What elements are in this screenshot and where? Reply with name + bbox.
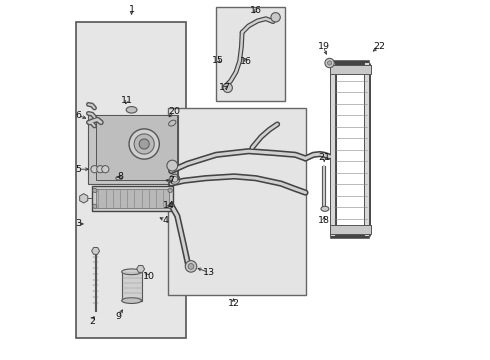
- Ellipse shape: [116, 176, 122, 180]
- Text: 2: 2: [89, 317, 95, 326]
- Text: 16: 16: [250, 6, 262, 15]
- Text: 7: 7: [168, 176, 174, 185]
- Text: 1: 1: [128, 5, 135, 14]
- Bar: [76, 22, 186, 338]
- Circle shape: [102, 166, 109, 173]
- Circle shape: [223, 83, 232, 93]
- Text: 8: 8: [117, 172, 123, 181]
- Text: 12: 12: [227, 300, 240, 308]
- Circle shape: [168, 188, 172, 193]
- Bar: [330, 65, 371, 74]
- Text: 4: 4: [162, 216, 168, 225]
- Circle shape: [134, 134, 154, 154]
- Circle shape: [129, 129, 159, 159]
- Text: 3: 3: [75, 220, 82, 229]
- Bar: [216, 7, 285, 101]
- Text: 16: 16: [240, 57, 252, 66]
- Circle shape: [93, 204, 97, 208]
- Circle shape: [93, 188, 97, 193]
- Circle shape: [97, 166, 104, 173]
- Polygon shape: [88, 115, 178, 184]
- Bar: [168, 108, 306, 295]
- Text: 5: 5: [75, 165, 81, 174]
- Ellipse shape: [126, 107, 137, 113]
- Circle shape: [167, 160, 178, 171]
- Circle shape: [91, 166, 98, 173]
- Circle shape: [188, 264, 194, 269]
- Circle shape: [139, 139, 149, 149]
- Text: 9: 9: [115, 312, 122, 321]
- Text: 19: 19: [318, 42, 329, 51]
- Bar: [122, 272, 142, 301]
- Bar: [97, 189, 169, 208]
- Circle shape: [185, 261, 197, 272]
- Text: 22: 22: [373, 42, 385, 51]
- Circle shape: [168, 204, 172, 208]
- Ellipse shape: [122, 298, 142, 303]
- Ellipse shape: [169, 120, 176, 126]
- Text: 21: 21: [318, 153, 330, 162]
- Text: 18: 18: [318, 216, 330, 225]
- Bar: [330, 225, 371, 234]
- Text: 14: 14: [163, 201, 175, 210]
- Bar: [92, 186, 173, 211]
- Polygon shape: [96, 115, 176, 180]
- Circle shape: [271, 13, 280, 22]
- Circle shape: [327, 61, 332, 65]
- Circle shape: [172, 176, 178, 182]
- Text: 11: 11: [121, 96, 133, 105]
- Text: 10: 10: [143, 272, 154, 281]
- Circle shape: [325, 58, 334, 68]
- Text: 17: 17: [219, 84, 230, 93]
- Text: 6: 6: [75, 111, 81, 120]
- Text: 13: 13: [203, 268, 215, 277]
- Ellipse shape: [122, 269, 142, 275]
- Ellipse shape: [321, 206, 329, 211]
- Text: 15: 15: [212, 56, 223, 65]
- Text: 20: 20: [168, 107, 180, 116]
